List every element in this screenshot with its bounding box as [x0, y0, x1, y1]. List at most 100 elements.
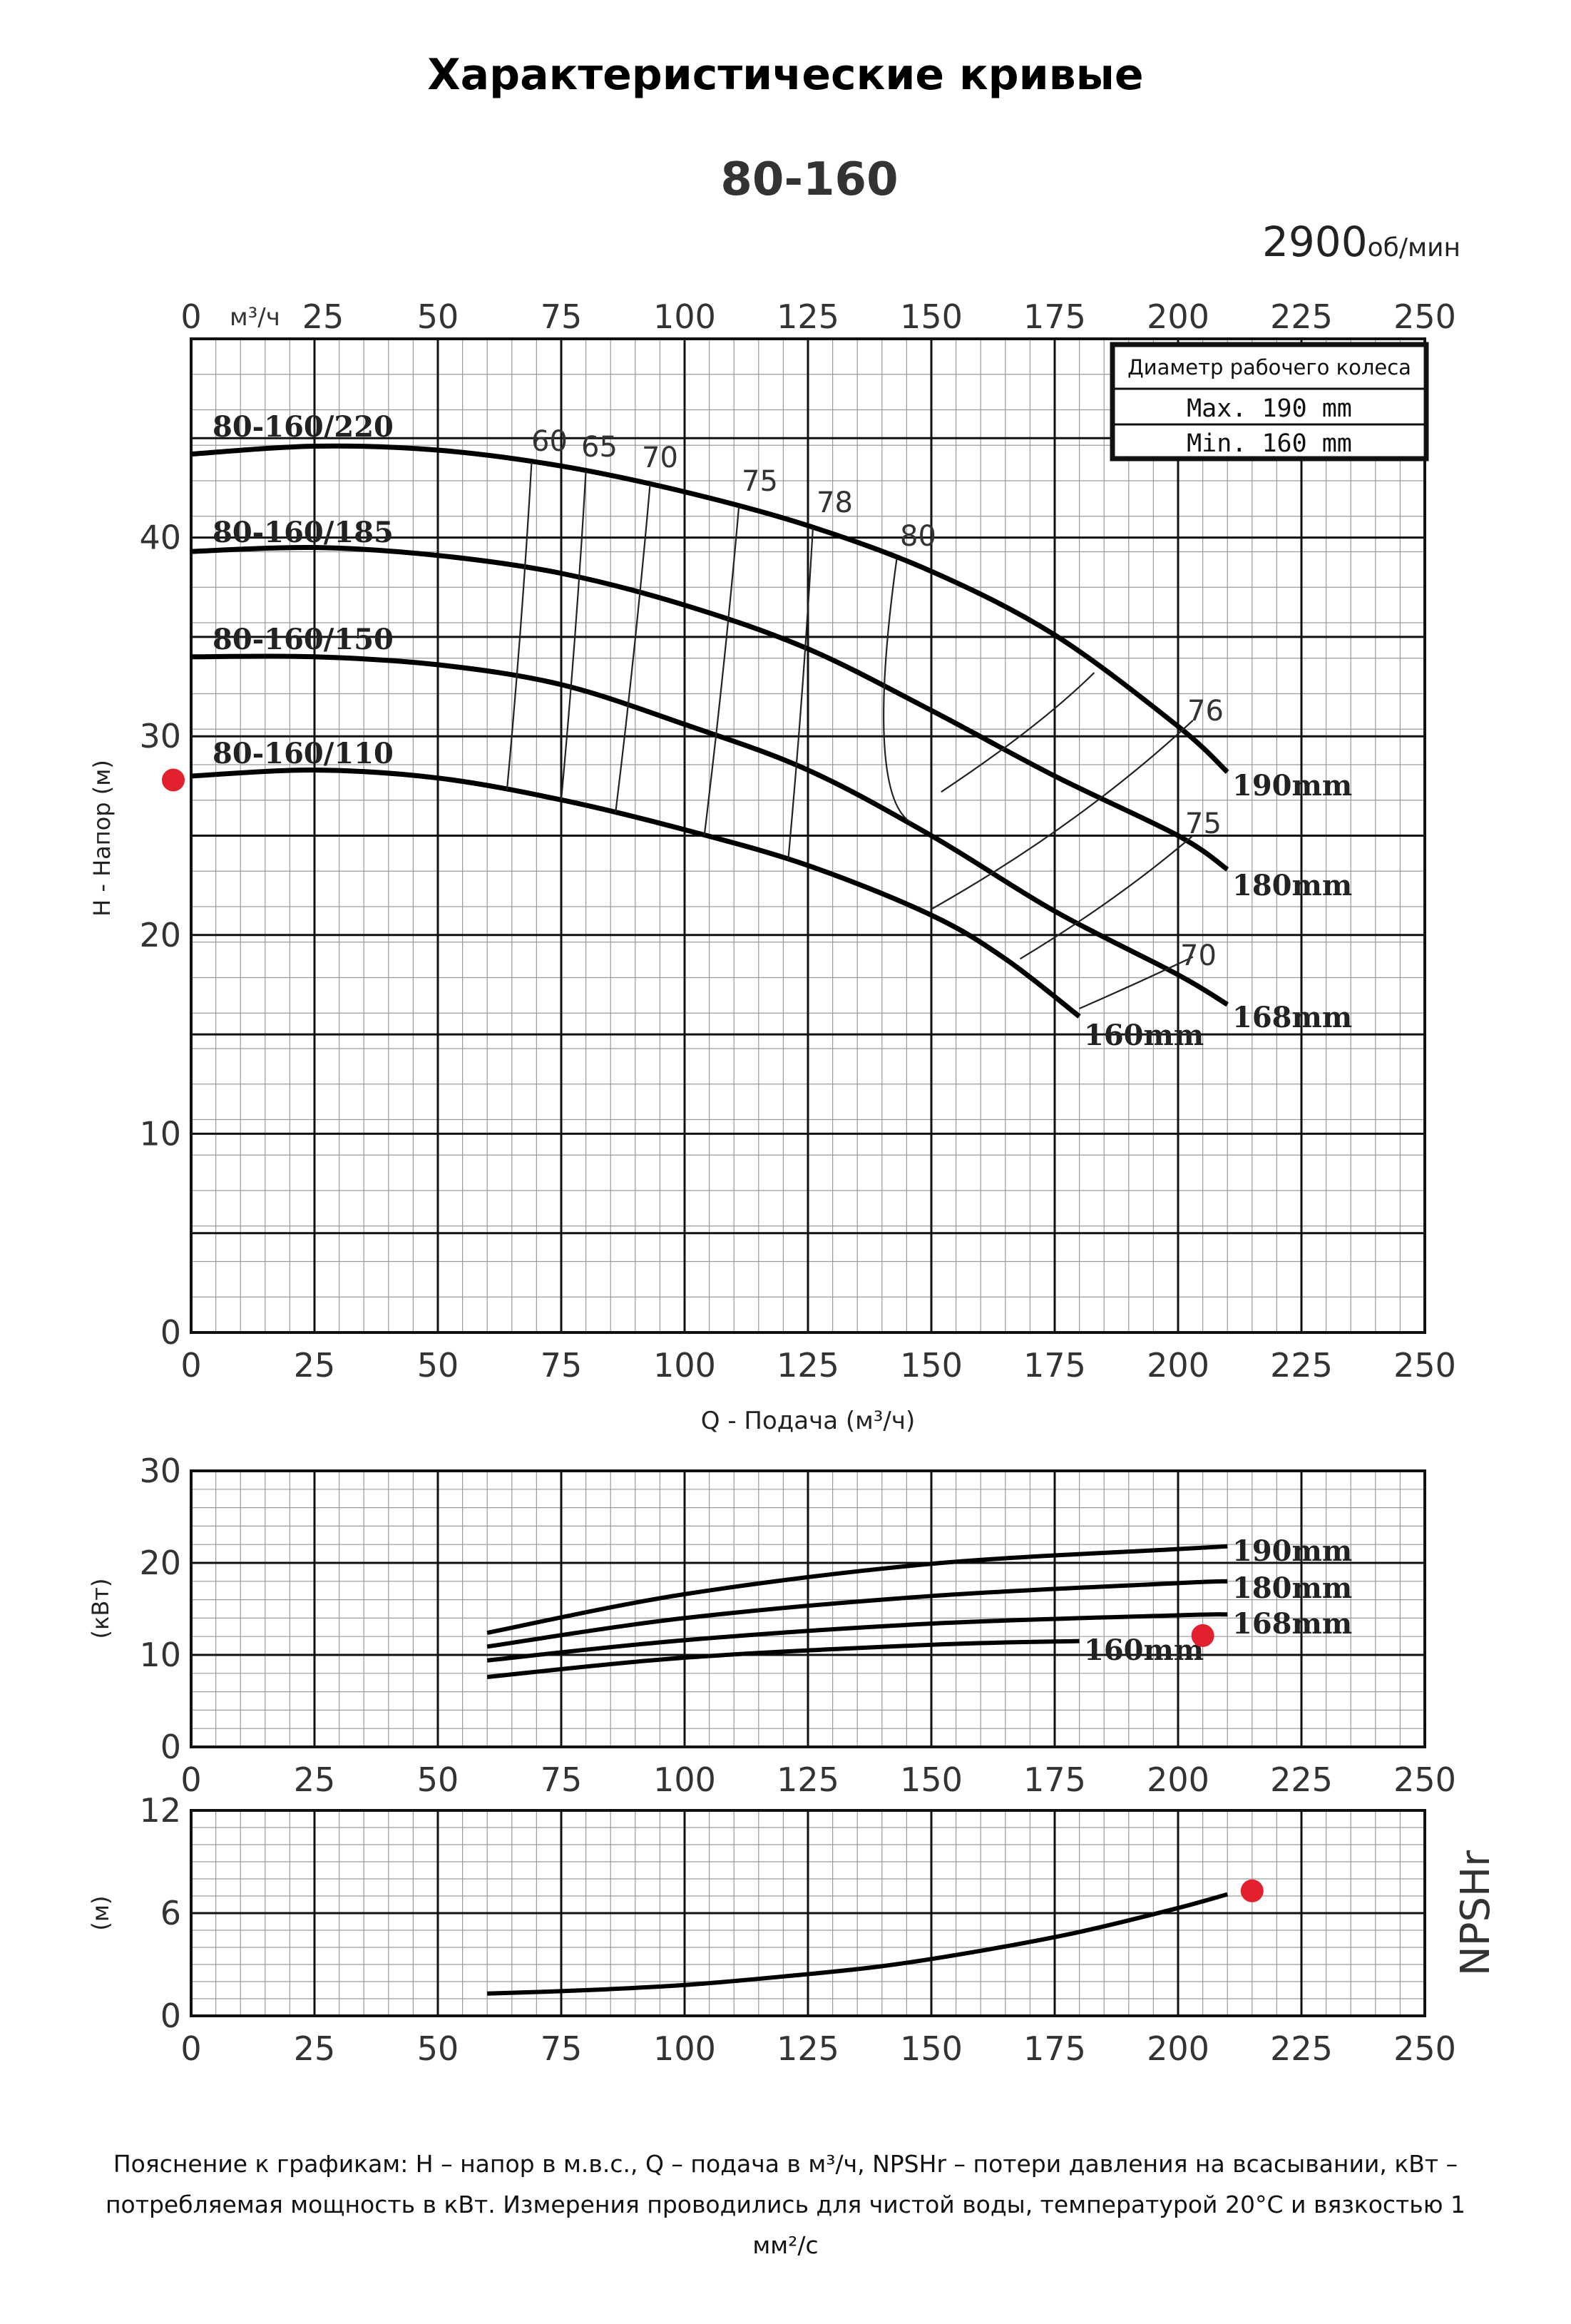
- model-title: 80-160: [720, 153, 899, 206]
- operating-point-marker: [1240, 1879, 1264, 1902]
- efficiency-label: 65: [581, 431, 618, 464]
- y-tick-label: 10: [139, 1114, 181, 1153]
- y-tick-label: 30: [139, 717, 181, 755]
- rotation-speed: 2900об/мин: [1262, 218, 1460, 266]
- efficiency-label: 75: [742, 465, 778, 498]
- power-curve-end-label: 160mm: [1084, 1634, 1204, 1667]
- plot-frame: [190, 1469, 1426, 1748]
- x-tick-label: 25: [294, 2029, 336, 2068]
- rotation-speed-unit: об/мин: [1367, 233, 1461, 263]
- y-tick-label: 0: [160, 1997, 181, 2035]
- x-tick-label: 50: [417, 2029, 459, 2068]
- legend-box: [1110, 342, 1429, 462]
- x-tick-label-top: 0: [180, 297, 201, 336]
- x-tick-label-top: 75: [541, 297, 583, 336]
- power-axis-label: (кВт): [87, 1579, 114, 1639]
- x-tick-label: 75: [541, 2029, 583, 2068]
- operating-point-marker: [1191, 1624, 1214, 1647]
- x-tick-label: 75: [541, 1346, 583, 1385]
- efficiency-label: 75: [1185, 807, 1222, 840]
- page-title: Характеристические кривые: [427, 50, 1144, 100]
- x-tick-label: 75: [541, 1760, 583, 1799]
- efficiency-line: [883, 558, 912, 823]
- x-tick-label-top: 125: [777, 297, 839, 336]
- efficiency-label: 70: [1180, 939, 1217, 972]
- x-tick-label: 100: [653, 1760, 716, 1799]
- y-tick-label: 20: [139, 1544, 181, 1582]
- x-tick-label: 0: [180, 1760, 201, 1799]
- npshr-curve: [487, 1892, 1229, 1996]
- efficiency-label: 78: [817, 486, 853, 519]
- efficiency-line: [787, 527, 814, 860]
- y-tick-label: 40: [139, 519, 181, 557]
- efficiency-line: [931, 720, 1194, 910]
- head-curve-end-label: 160mm: [1084, 1019, 1204, 1052]
- power-curve-end-label: 190mm: [1232, 1534, 1352, 1568]
- x-tick-label: 150: [900, 1346, 963, 1385]
- head-curve-end-label: 190mm: [1232, 769, 1352, 802]
- efficiency-line: [560, 471, 587, 800]
- legend-box-title: Диаметр рабочего колеса: [1127, 355, 1411, 379]
- plot-frame: [190, 337, 1426, 1334]
- head-curve-label: 80-160/185: [213, 516, 394, 549]
- efficiency-label: 60: [531, 425, 568, 458]
- x-tick-label-top: 100: [653, 297, 716, 336]
- x-tick-label: 100: [653, 2029, 716, 2068]
- x-tick-label: 125: [777, 1346, 839, 1385]
- x-tick-label: 175: [1023, 2029, 1086, 2068]
- power-curve: [486, 1612, 1228, 1663]
- x-tick-label: 225: [1270, 2029, 1333, 2068]
- x-tick-label-top: 175: [1023, 297, 1086, 336]
- x-unit-label-top: м³/ч: [230, 303, 280, 332]
- x-tick-label: 250: [1393, 1346, 1456, 1385]
- operating-point-marker: [162, 768, 185, 792]
- plot-frame: [190, 1809, 1426, 2017]
- efficiency-line: [1079, 956, 1194, 1009]
- x-tick-label-top: 150: [900, 297, 963, 336]
- power-curve-end-label: 180mm: [1232, 1571, 1352, 1605]
- x-tick-label: 0: [180, 1346, 201, 1385]
- x-tick-label: 175: [1023, 1346, 1086, 1385]
- y-tick-label: 12: [139, 1791, 181, 1830]
- x-tick-label-top: 250: [1393, 297, 1456, 336]
- power-curve: [486, 1638, 1080, 1679]
- efficiency-label: 76: [1187, 695, 1224, 728]
- x-tick-label-top: 50: [417, 297, 459, 336]
- x-tick-label: 25: [294, 1760, 336, 1799]
- head-curve: [190, 443, 1229, 774]
- y-tick-label: 30: [139, 1452, 181, 1490]
- x-axis-label: Q - Подача (м³/ч): [701, 1407, 915, 1435]
- head-curve-label: 80-160/110: [213, 737, 394, 770]
- footnote: Пояснение к графикам: H – напор в м.в.с.…: [105, 2150, 1465, 2259]
- efficiency-label: 80: [900, 520, 936, 553]
- head-curve: [190, 653, 1229, 1007]
- head-curve-label: 80-160/220: [213, 410, 394, 444]
- x-tick-label: 125: [777, 2029, 839, 2068]
- x-tick-label: 200: [1147, 1346, 1209, 1385]
- x-tick-label: 225: [1270, 1346, 1333, 1385]
- x-tick-label: 150: [900, 2029, 963, 2068]
- x-tick-label: 100: [653, 1346, 716, 1385]
- power-curve-end-label: 168mm: [1232, 1607, 1352, 1641]
- y-tick-label: 20: [139, 916, 181, 954]
- x-tick-label: 200: [1147, 1760, 1209, 1799]
- legend-box-max: Max. 190 mm: [1187, 394, 1352, 423]
- y-tick-label: 0: [160, 1728, 181, 1766]
- y-tick-label: 10: [139, 1636, 181, 1674]
- x-tick-label: 50: [417, 1760, 459, 1799]
- y-axis-label: H - Напор (м): [88, 760, 116, 917]
- x-tick-label-top: 225: [1270, 297, 1333, 336]
- x-tick-label: 250: [1393, 2029, 1456, 2068]
- head-curve-label: 80-160/150: [213, 623, 394, 656]
- efficiency-line: [703, 506, 740, 836]
- efficiency-line: [941, 672, 1095, 793]
- power-curve: [486, 1579, 1228, 1649]
- efficiency-line: [506, 462, 533, 790]
- power-curve: [486, 1544, 1228, 1635]
- x-tick-label: 225: [1270, 1760, 1333, 1799]
- y-tick-label: 0: [160, 1313, 181, 1352]
- x-tick-label: 250: [1393, 1760, 1456, 1799]
- rotation-speed-value: 2900: [1262, 218, 1368, 266]
- npshr-side-label: NPSHr: [1453, 1850, 1499, 1976]
